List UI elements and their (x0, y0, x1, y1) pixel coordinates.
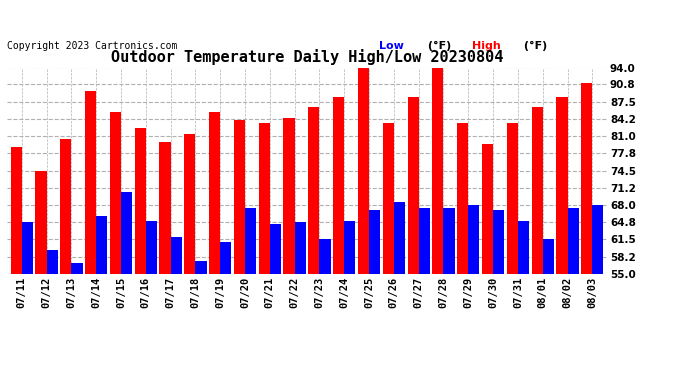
Bar (482, 144, 493, 274)
Bar (308, 107, 319, 274)
Bar (592, 205, 604, 274)
Bar (96, 216, 108, 274)
Bar (170, 237, 181, 274)
Bar (135, 128, 146, 274)
Bar (493, 210, 504, 274)
Bar (209, 112, 220, 274)
Bar (270, 224, 281, 274)
Bar (220, 242, 231, 274)
Bar (469, 205, 480, 274)
Bar (159, 141, 170, 274)
Bar (383, 123, 394, 274)
Bar (358, 68, 369, 274)
Bar (60, 139, 71, 274)
Bar (518, 221, 529, 274)
Bar (344, 221, 355, 274)
Title: Outdoor Temperature Daily High/Low 20230804: Outdoor Temperature Daily High/Low 20230… (111, 49, 503, 65)
Bar (10, 147, 22, 274)
Bar (110, 112, 121, 274)
Bar (295, 222, 306, 274)
Bar (543, 239, 554, 274)
Bar (408, 97, 419, 274)
Bar (85, 91, 96, 274)
Bar (556, 97, 567, 274)
Text: Copyright 2023 Cartronics.com: Copyright 2023 Cartronics.com (7, 41, 177, 51)
Bar (71, 263, 83, 274)
Bar (433, 68, 444, 274)
Bar (35, 171, 47, 274)
Bar (146, 221, 157, 274)
Text: (°F): (°F) (424, 41, 451, 51)
Bar (457, 123, 469, 274)
Bar (319, 239, 331, 274)
Bar (394, 202, 405, 274)
Text: Low: Low (379, 41, 404, 51)
Bar (333, 97, 344, 274)
Bar (369, 210, 380, 274)
Text: High: High (472, 41, 501, 51)
Bar (245, 208, 256, 274)
Bar (284, 118, 295, 274)
Bar (581, 83, 592, 274)
Bar (234, 120, 245, 274)
Bar (22, 222, 33, 274)
Bar (419, 208, 430, 274)
Bar (184, 134, 195, 274)
Bar (259, 123, 270, 274)
Bar (531, 107, 543, 274)
Bar (567, 208, 579, 274)
Bar (506, 123, 518, 274)
Bar (121, 192, 132, 274)
Bar (47, 250, 58, 274)
Bar (195, 261, 206, 274)
Bar (444, 208, 455, 274)
Text: (°F): (°F) (520, 41, 547, 51)
